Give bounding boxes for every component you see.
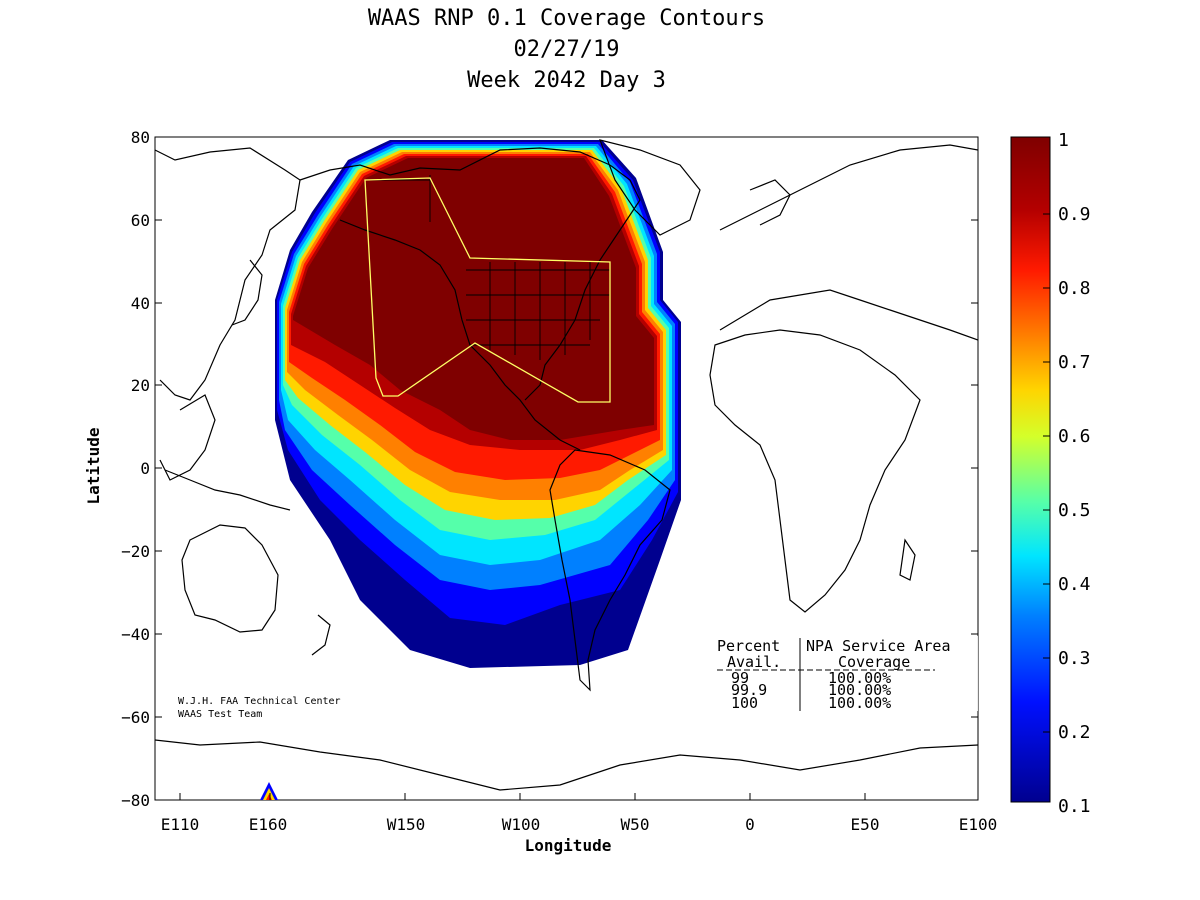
table-header-npa: NPA Service Area	[806, 637, 951, 655]
x-tick-label: E50	[851, 815, 880, 834]
table-row-avail: 99.9	[731, 681, 767, 699]
colorbar-tick-labels: 1 0.9 0.8 0.7 0.6 0.5 0.4 0.3 0.2 0.1	[1058, 130, 1091, 817]
y-tick-label: −60	[121, 708, 150, 727]
coverage-table: Percent NPA Service Area Avail. Coverage…	[715, 636, 978, 712]
y-axis-tick-labels: 80 60 40 20 0 −20 −40 −60 −80	[121, 128, 150, 810]
y-tick-label: 40	[131, 294, 150, 313]
colorbar-tick-label: 0.9	[1058, 204, 1091, 225]
chart-title-line-3: Week 2042 Day 3	[467, 68, 666, 93]
coverage-contours	[275, 140, 681, 668]
table-row-coverage: 100.00%	[828, 669, 891, 687]
credit-line-2: WAAS Test Team	[178, 709, 262, 720]
y-axis-label: Latitude	[84, 427, 103, 504]
y-tick-label: 0	[140, 459, 150, 478]
colorbar-tick-label: 0.8	[1058, 278, 1091, 299]
coastlines	[155, 139, 978, 791]
colorbar-ticks	[1043, 213, 1050, 733]
table-header-percent: Percent	[717, 637, 780, 655]
y-tick-label: 20	[131, 376, 150, 395]
y-tick-label: 80	[131, 128, 150, 147]
y-tick-label: 60	[131, 211, 150, 230]
x-tick-label: W150	[387, 815, 426, 834]
x-tick-label: W100	[502, 815, 541, 834]
table-row-coverage: 100.00%	[828, 681, 891, 699]
colorbar-tick-label: 1	[1058, 130, 1069, 151]
y-tick-label: −80	[121, 791, 150, 810]
colorbar-tick-label: 0.4	[1058, 574, 1091, 595]
chart-title-line-2: 02/27/19	[513, 37, 620, 62]
x-tick-label: E110	[161, 815, 200, 834]
colorbar-tick-label: 0.5	[1058, 500, 1091, 521]
colorbar-tick-label: 0.6	[1058, 426, 1091, 447]
x-tick-label: E160	[249, 815, 288, 834]
colorbar	[1010, 136, 1051, 803]
x-axis-label: Longitude	[525, 836, 612, 855]
table-row-avail: 99	[731, 669, 749, 687]
axis-ticks	[155, 219, 979, 800]
colorbar-tick-label: 0.3	[1058, 648, 1091, 669]
x-tick-label: W50	[621, 815, 650, 834]
x-tick-label: E100	[959, 815, 998, 834]
colorbar-tick-label: 0.1	[1058, 796, 1091, 817]
table-row-coverage: 100.00%	[828, 694, 891, 712]
x-tick-label: 0	[745, 815, 755, 834]
coverage-table-bg	[715, 636, 978, 711]
credit-line-1: W.J.H. FAA Technical Center	[178, 696, 341, 707]
y-tick-label: −40	[121, 625, 150, 644]
service-area-boundary	[364, 177, 611, 403]
colorbar-tick-label: 0.2	[1058, 722, 1091, 743]
colorbar-tick-label: 0.7	[1058, 352, 1091, 373]
table-header-avail: Avail.	[727, 653, 781, 671]
y-tick-label: −20	[121, 542, 150, 561]
table-header-coverage: Coverage	[838, 653, 910, 671]
x-axis-tick-labels: E110 E160 W150 W100 W50 0 E50 E100	[161, 815, 998, 834]
table-row-avail: 100	[731, 694, 758, 712]
chart-title-line-1: WAAS RNP 0.1 Coverage Contours	[367, 6, 766, 31]
